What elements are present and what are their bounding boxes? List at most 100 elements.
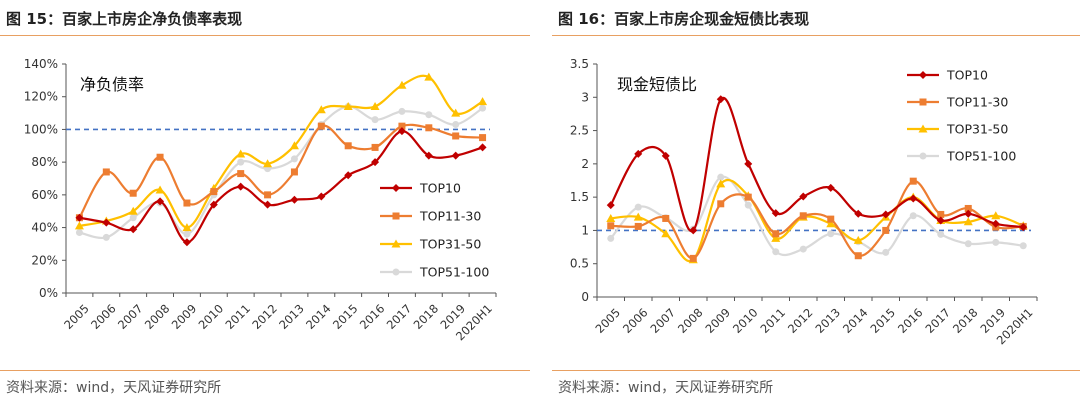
figure-title: 图 15：百家上市房企净负债率表现 xyxy=(6,10,243,28)
x-tick-label: 2016 xyxy=(895,305,926,336)
series-top10 xyxy=(75,127,487,247)
y-tick-label: 3 xyxy=(581,90,589,104)
x-tick-label: 2017 xyxy=(384,301,415,332)
x-tick-label: 2006 xyxy=(620,305,651,336)
y-tick-label: 120% xyxy=(24,90,58,104)
data-point xyxy=(853,235,863,244)
legend-label: TOP10 xyxy=(419,181,461,196)
data-point xyxy=(716,95,725,104)
data-point xyxy=(397,80,407,89)
x-tick-label: 2015 xyxy=(867,305,898,336)
legend-marker xyxy=(919,98,927,106)
legend-label: TOP11-30 xyxy=(946,95,1008,110)
data-point xyxy=(182,238,191,247)
legend-marker xyxy=(919,71,927,79)
x-tick-label: 2013 xyxy=(276,301,307,332)
x-tick-label: 2010 xyxy=(730,305,761,336)
data-point xyxy=(634,149,643,158)
legend-marker xyxy=(919,152,927,160)
data-point xyxy=(425,111,433,119)
data-point xyxy=(398,107,406,115)
x-tick-label: 2009 xyxy=(169,301,200,332)
data-point xyxy=(606,213,616,222)
x-tick-label: 2013 xyxy=(812,305,843,336)
y-tick-label: 0% xyxy=(39,286,58,300)
legend-marker xyxy=(392,212,400,220)
data-point xyxy=(717,173,725,181)
data-point xyxy=(75,228,83,236)
data-point xyxy=(263,159,273,168)
data-point xyxy=(964,204,972,212)
legend-label: TOP51-100 xyxy=(946,149,1016,164)
data-point xyxy=(264,191,272,199)
series-line xyxy=(609,175,1024,257)
data-point xyxy=(991,219,1000,228)
bottom-rule xyxy=(0,370,530,371)
data-point xyxy=(371,158,380,167)
data-point xyxy=(344,142,352,150)
data-point xyxy=(826,219,836,228)
data-point xyxy=(661,229,671,238)
x-tick-label: 2012 xyxy=(785,305,816,336)
data-point xyxy=(799,192,808,201)
data-point xyxy=(634,203,642,211)
data-point xyxy=(371,143,379,151)
data-point xyxy=(771,233,781,242)
legend-marker xyxy=(392,184,400,192)
cash-short-debt-ratio-chart: 0 0.5 1 1.5 2 2.5 3 3.5 200520062007200820092010… xyxy=(570,57,1038,347)
y-tick-label: 140% xyxy=(24,57,58,71)
legend-item: TOP31-50 xyxy=(907,122,1008,137)
data-point xyxy=(263,200,272,209)
data-point xyxy=(451,151,460,160)
data-point xyxy=(827,230,835,238)
data-point xyxy=(424,72,434,81)
data-point xyxy=(128,206,138,215)
data-point xyxy=(317,192,326,201)
data-point xyxy=(425,124,433,132)
chart-title: 现金短债比 xyxy=(617,75,697,94)
legend-item: TOP10 xyxy=(380,181,461,196)
data-point xyxy=(479,134,487,142)
x-tick-label: 2008 xyxy=(142,301,173,332)
x-tick-label: 2012 xyxy=(249,301,280,332)
data-point xyxy=(716,179,726,188)
legend-label: TOP31-50 xyxy=(946,122,1008,137)
data-point xyxy=(799,245,807,253)
data-point xyxy=(290,155,298,163)
y-tick-label: 2.5 xyxy=(570,124,589,138)
data-point xyxy=(479,104,487,112)
data-point xyxy=(937,230,945,238)
data-point xyxy=(744,193,752,201)
net-debt-ratio-chart: 0%20%40%60%80%100%120%140%20052006200720… xyxy=(24,57,497,343)
x-tick-label: 2014 xyxy=(840,305,871,336)
data-point xyxy=(661,151,670,160)
data-point xyxy=(102,168,110,176)
series-line xyxy=(79,105,484,240)
series-line xyxy=(78,123,483,219)
series-line xyxy=(79,74,484,229)
y-tick-label: 2 xyxy=(581,157,589,171)
data-point xyxy=(854,209,863,218)
legend-item: TOP51-100 xyxy=(907,149,1016,164)
x-tick-label: 2008 xyxy=(675,305,706,336)
data-point xyxy=(236,149,246,158)
data-point xyxy=(689,254,697,262)
data-point xyxy=(689,226,698,235)
series-line xyxy=(610,178,1024,263)
source-note: 资料来源：wind，天风证券研究所 xyxy=(6,380,222,396)
data-point xyxy=(397,127,406,136)
legend-item: TOP11-30 xyxy=(380,209,481,224)
data-point xyxy=(607,222,615,230)
data-point xyxy=(317,122,325,130)
data-point xyxy=(129,189,137,197)
data-point xyxy=(155,185,165,194)
data-point xyxy=(1019,242,1027,250)
legend-label: TOP31-50 xyxy=(419,237,481,252)
data-point xyxy=(316,105,326,114)
data-point xyxy=(370,102,380,111)
bottom-rule xyxy=(552,370,1080,371)
data-point xyxy=(606,201,615,210)
series-line xyxy=(79,130,483,244)
y-tick-label: 0.5 xyxy=(570,257,589,271)
x-tick-label: 2018 xyxy=(950,305,981,336)
